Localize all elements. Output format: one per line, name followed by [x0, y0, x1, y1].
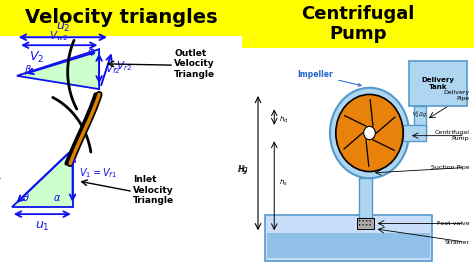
FancyBboxPatch shape	[409, 61, 467, 106]
Text: Inlet
Velocity
Triangle: Inlet Velocity Triangle	[133, 175, 174, 205]
Circle shape	[359, 224, 360, 226]
Text: $V_s^2/2g$: $V_s^2/2g$	[358, 220, 373, 230]
Circle shape	[330, 88, 409, 178]
Text: Foot valve: Foot valve	[437, 221, 469, 226]
Text: Impeller: Impeller	[298, 70, 361, 86]
Text: Delivery
Pipe: Delivery Pipe	[443, 90, 469, 101]
Circle shape	[366, 220, 367, 222]
Polygon shape	[17, 49, 99, 89]
Text: Velocity triangles: Velocity triangles	[25, 8, 217, 27]
Text: $h_d$: $h_d$	[279, 115, 289, 125]
Text: $u_1$: $u_1$	[35, 220, 50, 233]
Text: $V_{w2}$: $V_{w2}$	[48, 29, 67, 43]
Text: Centrifugal
Pump: Centrifugal Pump	[301, 5, 415, 43]
Text: $H_s$: $H_s$	[238, 164, 249, 176]
Text: $V_2$: $V_2$	[29, 50, 44, 65]
Text: Strainer: Strainer	[444, 240, 469, 244]
FancyBboxPatch shape	[265, 215, 432, 261]
Text: $\alpha$: $\alpha$	[53, 193, 62, 203]
Circle shape	[336, 94, 403, 172]
Text: $h_s$: $h_s$	[279, 178, 288, 188]
Text: Centrifugal
Pump: Centrifugal Pump	[435, 130, 469, 141]
FancyBboxPatch shape	[414, 106, 427, 138]
Text: Suction Pipe: Suction Pipe	[431, 165, 469, 170]
FancyBboxPatch shape	[359, 178, 372, 218]
Text: $\beta$: $\beta$	[24, 63, 32, 77]
Text: $V_{f2}$: $V_{f2}$	[105, 62, 121, 76]
Text: Hg: Hg	[238, 165, 249, 174]
Circle shape	[366, 224, 367, 226]
Text: Delivery
Tank: Delivery Tank	[421, 77, 455, 90]
Circle shape	[363, 220, 364, 222]
FancyBboxPatch shape	[357, 218, 374, 229]
Circle shape	[363, 224, 364, 226]
Text: $\Phi$: $\Phi$	[87, 46, 96, 58]
Circle shape	[364, 126, 375, 140]
Circle shape	[369, 224, 371, 226]
Text: $V_{r1}$: $V_{r1}$	[0, 169, 2, 182]
Circle shape	[359, 220, 360, 222]
Bar	[0, 36, 242, 266]
Text: Outlet
Velocity
Triangle: Outlet Velocity Triangle	[174, 49, 215, 79]
Text: $V_d^2/2g$: $V_d^2/2g$	[412, 109, 428, 120]
Bar	[242, 0, 474, 48]
Bar	[0, 0, 242, 36]
Text: $u_2$: $u_2$	[55, 21, 70, 34]
Text: $\theta$: $\theta$	[22, 191, 29, 203]
Bar	[242, 48, 474, 266]
Circle shape	[369, 220, 371, 222]
Text: $V_{r2}$: $V_{r2}$	[116, 60, 132, 73]
FancyBboxPatch shape	[403, 125, 427, 141]
Bar	[267, 233, 430, 258]
Text: $V_1 = V_{f1}$: $V_1 = V_{f1}$	[79, 166, 117, 180]
Polygon shape	[12, 149, 73, 207]
